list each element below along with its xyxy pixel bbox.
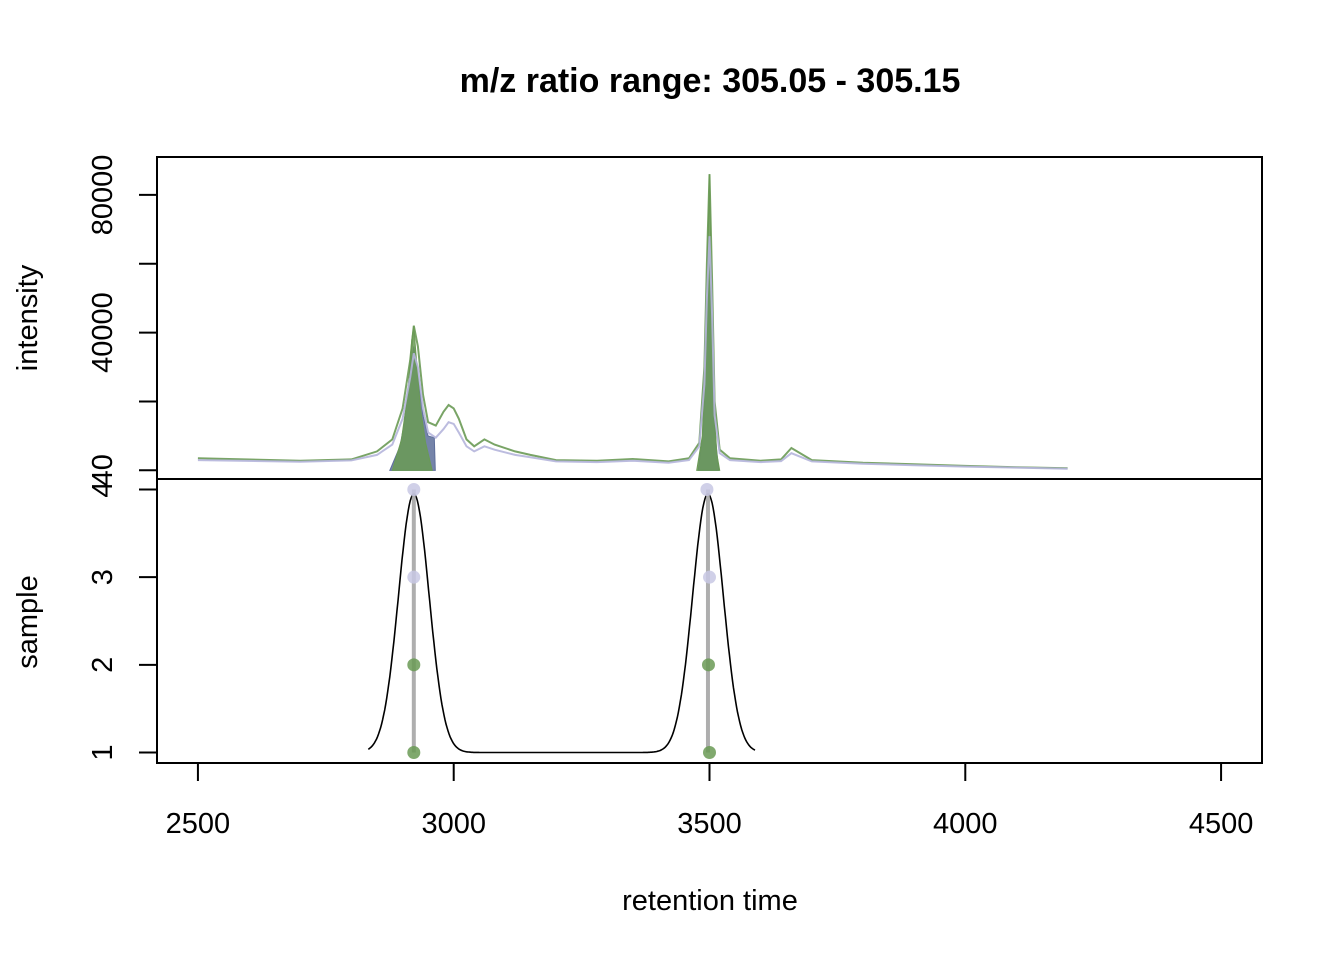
x-tick-label: 3500: [677, 808, 742, 840]
x-tick-label: 3000: [421, 808, 486, 840]
density-curve-group: [367, 492, 756, 754]
sample-point-7: [701, 658, 715, 672]
x-tick-label: 4000: [933, 808, 998, 840]
sample-tick-label: 1: [87, 744, 119, 760]
peak-fill-2: [391, 325, 433, 471]
intensity-panel: [197, 174, 1068, 471]
sample-point-2: [407, 570, 421, 584]
retention-time-x-axis: 2500 3000 3500 4000 4500: [166, 762, 1254, 840]
x-tick-label: 2500: [166, 808, 231, 840]
sample-y-axis: 1 2 3 4: [87, 481, 157, 761]
chart-title: m/z ratio range: 305.05 - 305.15: [460, 62, 961, 100]
sample-point-1: [407, 483, 421, 497]
sample-tick-label: 3: [87, 569, 119, 585]
density-curve: [367, 492, 756, 754]
sample-points: [407, 483, 716, 759]
peak-vertical-lines: [411, 489, 710, 753]
intensity-tick-label: 80000: [87, 155, 119, 236]
sample-tick-label: 4: [87, 481, 119, 497]
x-tick-label: 4500: [1189, 808, 1254, 840]
x-axis-label: retention time: [622, 885, 798, 917]
intensity-y-axis: 40 40000 80000: [87, 155, 157, 486]
sample-point-4: [407, 745, 421, 759]
intensity-trace-1: [197, 174, 1068, 470]
intensity-axis-label: intensity: [12, 264, 44, 371]
intensity-tick-label: 40000: [87, 292, 119, 373]
sample-point-3: [407, 658, 421, 672]
sample-axis-label: sample: [12, 575, 44, 669]
sample-tick-label: 2: [87, 657, 119, 673]
sample-point-6: [703, 570, 716, 584]
sample-point-8: [703, 745, 716, 759]
intensity-tick-label: 40: [87, 454, 119, 486]
peak-fills: [389, 174, 721, 471]
intensity-trace-2: [197, 236, 1068, 470]
intensity-traces: [197, 174, 1068, 470]
sample-point-5: [700, 483, 714, 497]
sample-panel: [367, 483, 756, 759]
